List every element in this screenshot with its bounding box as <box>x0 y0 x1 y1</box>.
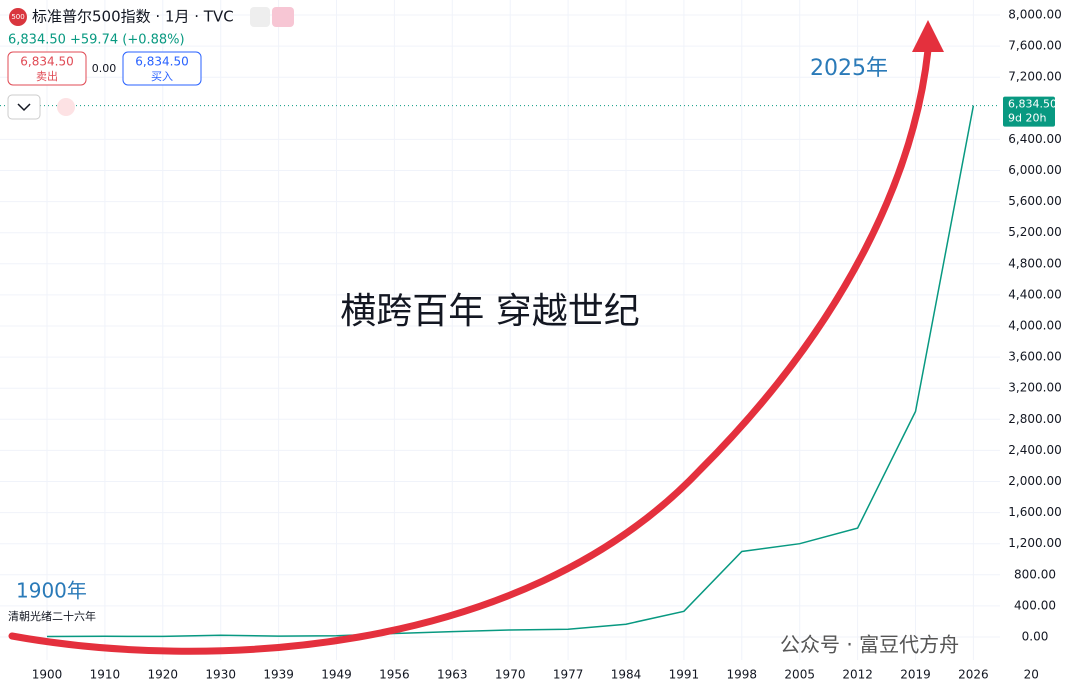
y-tick-label: 4,400.00 <box>1008 287 1061 301</box>
price-line <box>46 105 975 638</box>
y-tick-label: 0.00 <box>1022 630 1049 644</box>
price: 6,834.50 <box>8 33 66 48</box>
y-axis: 0.00 400.00 800.00 1,200.00 1,600.00 2,000.00… <box>32 0 1080 688</box>
x-tick-label: 1930 <box>205 668 236 682</box>
y-tick-label: 5,200.00 <box>1008 225 1061 239</box>
x-tick-label: 1949 <box>321 668 352 682</box>
y-tick-label: 2,800.00 <box>1008 412 1061 426</box>
y-tick-label: 5,600.00 <box>1008 194 1061 208</box>
countdown: 9d 20h <box>1008 112 1046 125</box>
annotation: 2025年 <box>810 56 888 81</box>
y-tick-label: 6,400.00 <box>1008 132 1061 146</box>
annotation: 1900年 <box>16 579 87 603</box>
y-tick-label: 1,200.00 <box>1008 536 1061 550</box>
price-tag <box>1003 96 1055 127</box>
buy-price: 6,834.50 <box>135 55 188 69</box>
y-tick-label: 1,600.00 <box>1008 505 1061 519</box>
chart-title: 标准普尔500指数 · 1月 · TVC <box>32 8 234 26</box>
x-tick-label: 1920 <box>148 668 179 682</box>
y-tick-label: 4,000.00 <box>1008 319 1061 333</box>
logo <box>9 8 27 26</box>
change: +59.74 (+0.88%) <box>70 33 185 48</box>
x-tick-label: 1977 <box>553 668 584 682</box>
y-tick-label: 3,200.00 <box>1008 381 1061 395</box>
x-tick-label: 2019 <box>900 668 931 682</box>
grid <box>0 0 1032 660</box>
x-tick-label: 1910 <box>90 668 121 682</box>
sell-button[interactable] <box>7 51 87 86</box>
y-tick-label: 2,400.00 <box>1008 443 1061 457</box>
x-tick-label: 1900 <box>32 668 63 682</box>
x-tick-label: 1956 <box>379 668 410 682</box>
watermark: 公众号 · 富豆代方舟 <box>780 633 959 657</box>
collapse-button[interactable] <box>7 94 41 120</box>
y-tick-label: 8,000.00 <box>1008 8 1061 22</box>
arrow-head <box>912 20 944 52</box>
x-tick-label: 2005 <box>784 668 815 682</box>
y-tick-label: 400.00 <box>1014 598 1056 612</box>
x-tick-label: 1939 <box>263 668 294 682</box>
sell-label: 卖出 <box>36 69 58 83</box>
y-tick-label: 4,800.00 <box>1008 256 1061 270</box>
y-tick-label: 3,600.00 <box>1008 350 1061 364</box>
x-tick-label: 20 <box>1024 668 1039 682</box>
spread: 0.00 <box>92 62 117 75</box>
x-tick-label: 2012 <box>842 668 873 682</box>
y-tick-label: 7,600.00 <box>1008 39 1061 53</box>
x-tick-label: 1984 <box>611 668 642 682</box>
icon[interactable] <box>250 7 270 27</box>
y-tick-label: 2,000.00 <box>1008 474 1061 488</box>
buy-label: 买入 <box>151 70 173 83</box>
logo-text: 500 <box>11 13 24 21</box>
x-tick-label: 1998 <box>727 668 758 682</box>
x-tick-label: 1963 <box>437 668 468 682</box>
x-tick-label: 2026 <box>958 668 989 682</box>
y-tick-label: 6,000.00 <box>1008 163 1061 177</box>
buy-button[interactable] <box>122 51 202 86</box>
y-tick-label: 800.00 <box>1014 567 1056 581</box>
chevron <box>17 103 31 112</box>
x-tick-label: 1991 <box>669 668 700 682</box>
icon[interactable] <box>272 7 294 27</box>
price-tag-text: 6,834.50 <box>1008 98 1057 111</box>
alert-icon[interactable] <box>57 98 75 116</box>
sell-price: 6,834.50 <box>20 55 73 69</box>
y-tick-label: 7,200.00 <box>1008 70 1061 84</box>
plot <box>0 105 1000 638</box>
annotation: 清朝光绪二十六年 <box>8 609 96 623</box>
x-tick-label: 1970 <box>495 668 526 682</box>
arrow <box>8 46 932 655</box>
headline: 横跨百年 穿越世纪 <box>340 291 639 332</box>
